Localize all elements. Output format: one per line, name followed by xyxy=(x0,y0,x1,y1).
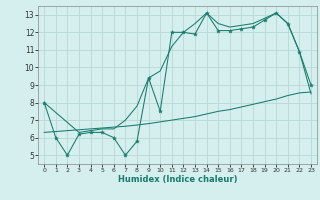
X-axis label: Humidex (Indice chaleur): Humidex (Indice chaleur) xyxy=(118,175,237,184)
